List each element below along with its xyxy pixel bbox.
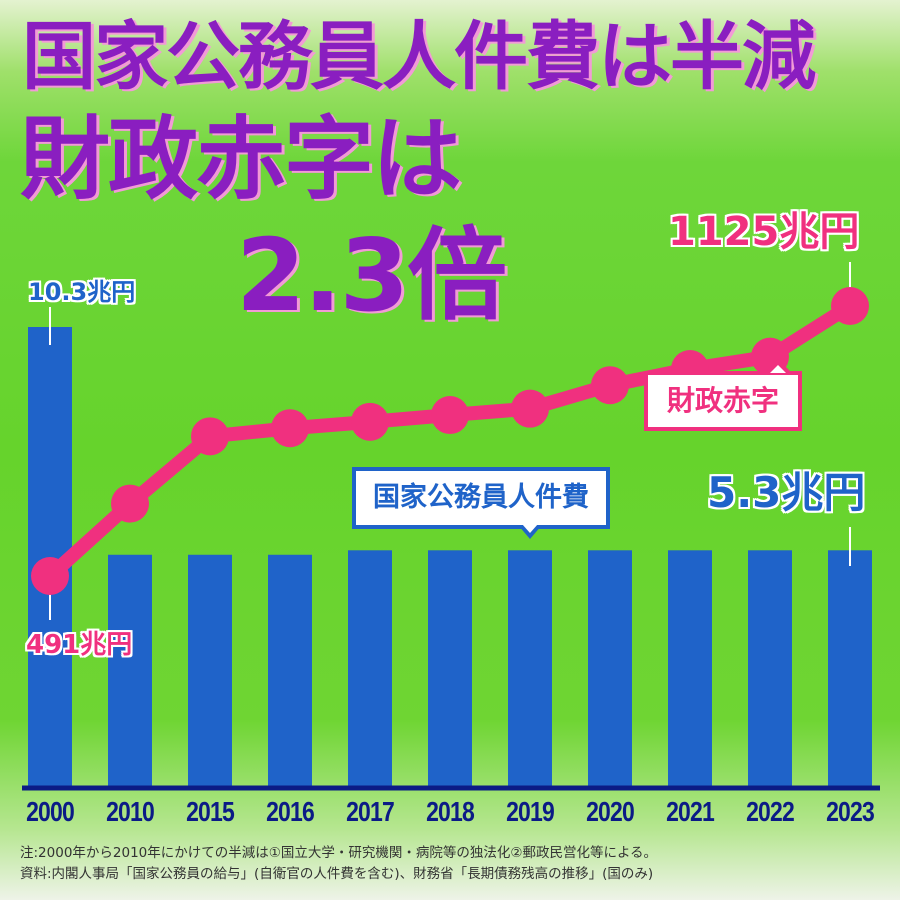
headline-deficit: 財政赤字は [20, 107, 462, 212]
bar-2016 [268, 554, 312, 787]
x-label-2010: 2010 [106, 796, 155, 827]
footnote: 注:2000年から2010年にかけての半減は①国立大学・研究機関・病院等の独法化… [20, 845, 658, 861]
deficit-point-2018 [431, 396, 469, 435]
headline-multiplier: 2.3倍 [236, 217, 507, 334]
x-label-2019: 2019 [506, 796, 555, 827]
deficit-point-2000 [31, 557, 69, 595]
x-label-2022: 2022 [746, 796, 795, 827]
deficit-point-2020 [591, 366, 629, 405]
deficit-point-2016 [271, 409, 309, 448]
x-label-2018: 2018 [426, 796, 475, 827]
bar-2020 [588, 550, 632, 787]
deficit-point-2019 [511, 389, 549, 428]
deficit-2023-label: 1125兆円 [668, 209, 860, 255]
bar-2019 [508, 550, 552, 787]
personnel-2023-label: 5.3兆円 [707, 468, 866, 517]
x-label-2017: 2017 [346, 796, 395, 827]
personnel-legend-callout: 国家公務員人件費 [352, 467, 610, 539]
x-label-2015: 2015 [186, 796, 235, 827]
x-label-2021: 2021 [666, 796, 715, 827]
x-label-2020: 2020 [586, 796, 635, 827]
deficit-2000-label: 491兆円 [26, 630, 133, 660]
deficit-point-2015 [191, 417, 229, 456]
personnel-2000-label: 10.3兆円 [28, 278, 136, 306]
bar-2018 [428, 550, 472, 787]
x-label-2023: 2023 [826, 796, 875, 827]
deficit-point-2023 [831, 287, 869, 325]
bar-2010 [108, 554, 152, 787]
bar-2015 [188, 554, 232, 787]
personnel-cost-bars [28, 327, 872, 787]
source-note: 資料:内閣人事局「国家公務員の給与」(自衛官の人件費を含む)、財務省「長期債務残… [20, 866, 654, 882]
deficit-point-2010 [111, 484, 149, 523]
deficit-point-2017 [351, 402, 389, 441]
x-label-2000: 2000 [26, 796, 75, 827]
x-label-2016: 2016 [266, 796, 315, 827]
x-axis-labels: 2000 2010 2015 2016 2017 2018 2019 2020 2021 2022… [0, 796, 900, 830]
deficit-legend-callout: 財政赤字 [644, 359, 802, 431]
bar-2021 [668, 550, 712, 787]
bar-2023 [828, 550, 872, 787]
bar-2022 [748, 550, 792, 787]
deficit-line [31, 287, 869, 595]
bar-2017 [348, 550, 392, 787]
headline-personnel-halved: 国家公務員人件費は半減 [22, 14, 816, 100]
